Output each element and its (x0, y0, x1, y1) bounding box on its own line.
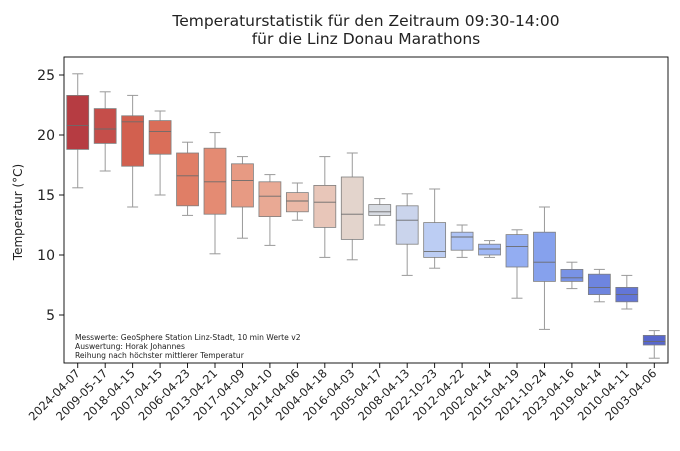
annotation-line-1: Messwerte: GeoSphere Station Linz-Stadt,… (75, 333, 301, 342)
box-2006-04-23 (176, 141, 199, 216)
x-axis-ticks: 2024-04-072009-05-172018-04-152007-04-15… (26, 363, 659, 423)
iqr-box (587, 273, 611, 296)
box-2002-04-14 (478, 240, 501, 258)
iqr-box (66, 95, 90, 150)
y-tick-label: 15 (37, 188, 55, 204)
iqr-box (505, 234, 529, 268)
iqr-box (340, 176, 364, 240)
y-axis-label: Temperatur (°C) (11, 164, 25, 261)
iqr-box (148, 120, 172, 155)
box-2012-04-22 (450, 224, 474, 258)
iqr-box (93, 108, 117, 144)
iqr-box (642, 334, 666, 346)
box-2007-04-15 (148, 110, 172, 196)
box-2008-04-13 (395, 193, 419, 276)
box-2024-04-07 (66, 73, 90, 189)
iqr-box (368, 204, 392, 216)
box-2016-04-03 (340, 152, 364, 261)
box-2021-10-24 (533, 206, 556, 330)
iqr-box (176, 152, 199, 207)
y-tick-label: 10 (37, 248, 55, 264)
iqr-box (560, 268, 584, 282)
iqr-box (121, 115, 145, 167)
box-2011-04-10 (258, 174, 282, 246)
y-tick-label: 5 (46, 308, 55, 324)
box-2022-10-23 (423, 188, 447, 269)
plot-area-frame (63, 56, 669, 364)
y-tick-label: 20 (37, 128, 55, 144)
box-2010-04-11 (615, 274, 639, 310)
box-2003-04-06 (642, 330, 666, 359)
annotation-text: Messwerte: GeoSphere Station Linz-Stadt,… (75, 333, 301, 360)
box-2023-04-16 (560, 261, 584, 290)
annotation-line-2: Auswertung: Horak Johannes (75, 342, 185, 351)
iqr-box (395, 205, 419, 245)
box-2005-04-17 (368, 198, 392, 226)
iqr-box (313, 184, 337, 228)
box-2017-04-09 (231, 156, 254, 239)
y-axis-ticks: 5 10 15 20 25 (37, 68, 64, 324)
box-2019-04-14 (587, 268, 611, 303)
iqr-box (423, 222, 447, 258)
box-2014-04-06 (285, 182, 309, 221)
box-2004-04-18 (313, 156, 337, 258)
iqr-box (478, 243, 501, 256)
iqr-box (285, 192, 309, 213)
box-2009-05-17 (93, 91, 117, 172)
box-2018-04-15 (121, 94, 145, 208)
iqr-box (450, 231, 474, 251)
y-tick-label: 25 (37, 68, 55, 84)
chart-title-line-1: Temperaturstatistik für den Zeitraum 09:… (171, 12, 559, 30)
boxes-layer (66, 73, 666, 359)
box-2015-04-19 (505, 229, 529, 299)
box-2013-04-21 (203, 132, 227, 255)
iqr-box (231, 163, 254, 208)
chart-title-line-2: für die Linz Donau Marathons (252, 30, 481, 48)
iqr-box (533, 231, 556, 282)
iqr-box (258, 181, 282, 218)
iqr-box (203, 147, 227, 215)
annotation-line-3: Reihung nach höchster mittlerer Temperat… (75, 351, 245, 360)
